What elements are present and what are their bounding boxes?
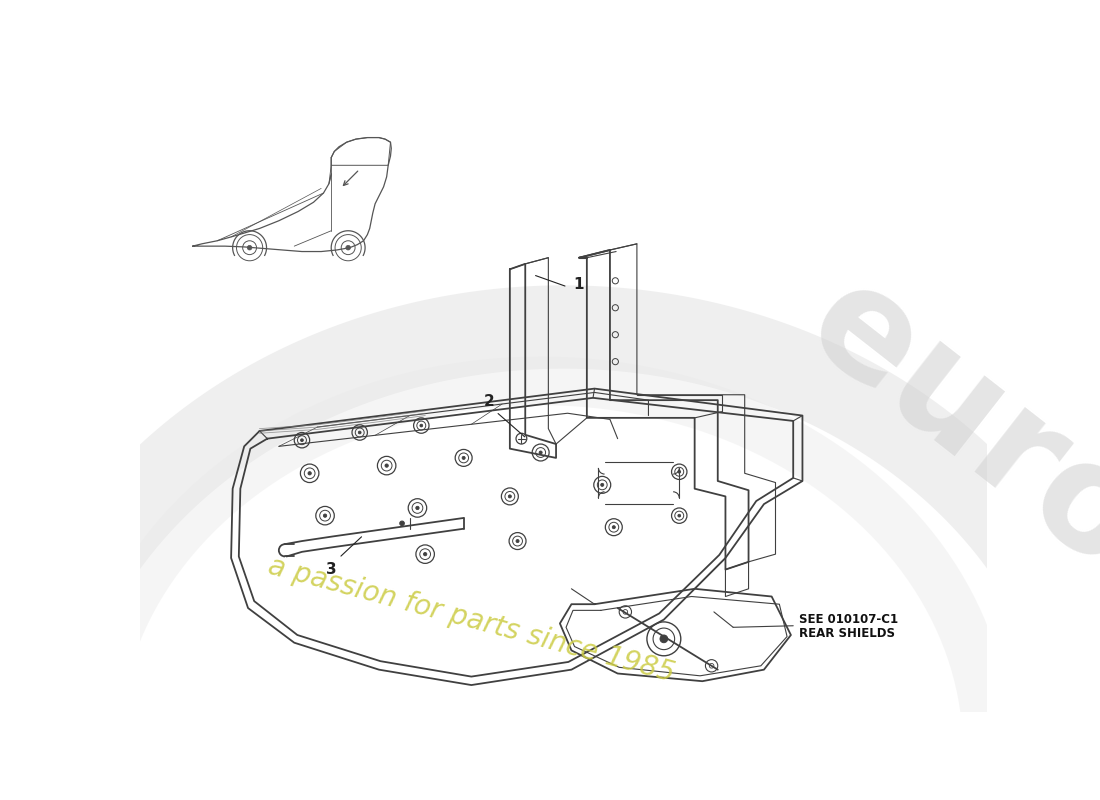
Circle shape [248,246,252,250]
Circle shape [678,514,681,517]
Circle shape [323,514,327,518]
Text: 2: 2 [484,394,494,410]
Circle shape [660,635,668,642]
Circle shape [601,483,604,486]
Text: 3: 3 [326,562,337,577]
Circle shape [613,526,615,529]
Circle shape [678,470,681,473]
Circle shape [399,521,405,526]
Circle shape [300,439,304,442]
Text: SEE 010107-C1: SEE 010107-C1 [799,613,898,626]
Text: 1: 1 [573,277,583,292]
Circle shape [539,451,542,454]
Circle shape [462,456,465,459]
Circle shape [359,431,361,434]
Circle shape [516,539,519,542]
Text: a passion for parts since 1985: a passion for parts since 1985 [265,552,678,687]
Circle shape [508,495,512,498]
Circle shape [416,506,419,510]
Circle shape [345,246,351,250]
Text: REAR SHIELDS: REAR SHIELDS [799,627,894,640]
Circle shape [420,424,422,427]
Circle shape [424,553,427,556]
Circle shape [308,472,311,475]
Text: eurospares: eurospares [779,250,1100,800]
Circle shape [385,464,388,467]
